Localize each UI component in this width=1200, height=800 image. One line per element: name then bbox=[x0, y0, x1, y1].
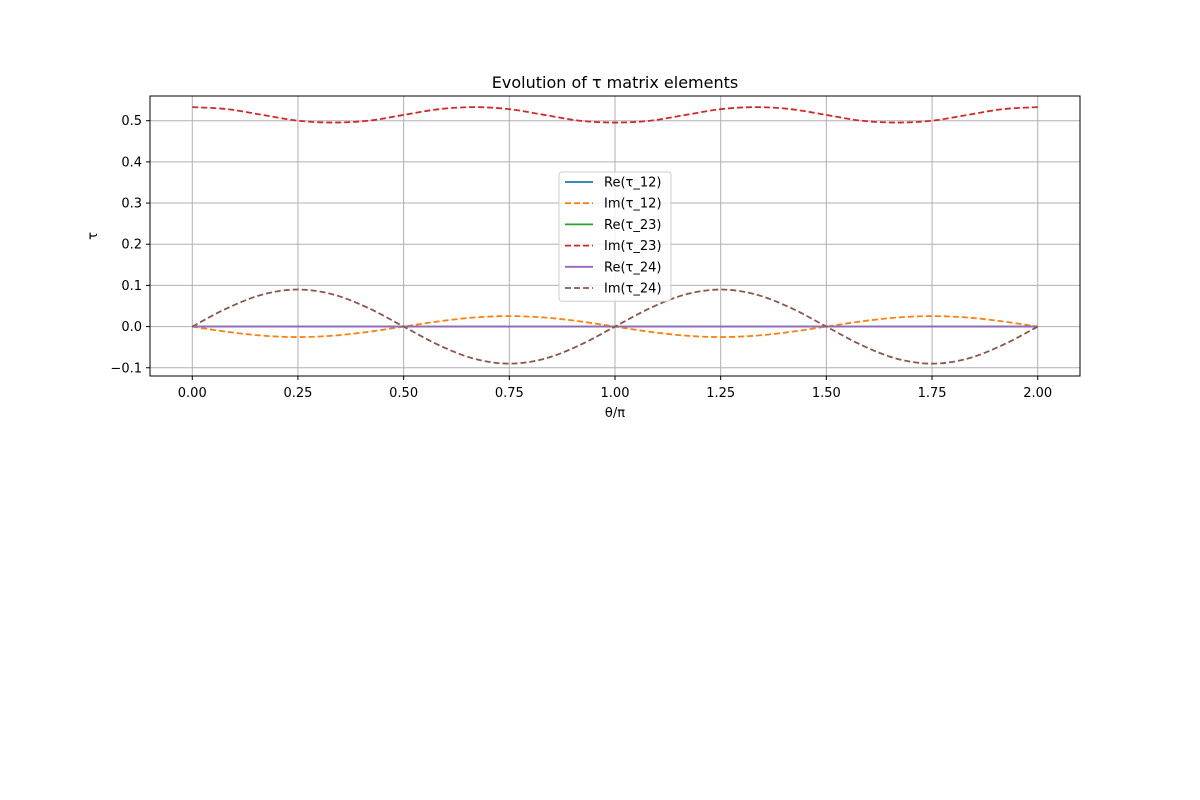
legend-label: Im(τ_12) bbox=[604, 197, 662, 212]
chart-title: Evolution of τ matrix elements bbox=[492, 73, 738, 92]
legend-label: Im(τ_23) bbox=[604, 239, 662, 254]
series-line-5 bbox=[191, 288, 1039, 365]
x-tick-label: 2.00 bbox=[1023, 386, 1052, 401]
series-line-3 bbox=[192, 106, 1038, 124]
legend-label: Re(τ_23) bbox=[604, 218, 661, 233]
y-tick-label: −0.1 bbox=[110, 361, 142, 376]
y-tick-label: 0.2 bbox=[121, 238, 142, 253]
legend-box bbox=[558, 171, 672, 302]
x-axis-label: θ/π bbox=[605, 406, 625, 421]
x-tick-label: 1.75 bbox=[918, 386, 947, 401]
y-tick-label: 0.4 bbox=[121, 155, 142, 170]
legend: Re(τ_12) Im(τ_12) Re(τ_23) Im(τ_23) Re(τ_24)… bbox=[558, 171, 672, 302]
legend-label: Re(τ_24) bbox=[604, 260, 661, 275]
legend-label: Re(τ_12) bbox=[604, 176, 661, 191]
y-axis-label: τ bbox=[86, 232, 101, 240]
y-tick-label: 0.5 bbox=[121, 114, 142, 129]
x-tick-label: 0.75 bbox=[495, 386, 524, 401]
x-tick-label: 0.00 bbox=[178, 386, 207, 401]
y-tick-label: 0.0 bbox=[121, 320, 142, 335]
x-tick-label: 0.50 bbox=[389, 386, 418, 401]
x-tick-label: 1.25 bbox=[706, 386, 735, 401]
y-tick-label: 0.1 bbox=[121, 279, 142, 294]
y-tick-label: 0.3 bbox=[121, 197, 142, 212]
legend-label: Im(τ_24) bbox=[604, 282, 662, 297]
axis-ticks: 0.00 0.25 0.50 0.75 1.00 1.25 1.50 1.75 2.00 −0.1… bbox=[110, 114, 1052, 401]
series-lines bbox=[191, 106, 1039, 365]
x-tick-label: 1.00 bbox=[601, 386, 630, 401]
x-tick-label: 1.50 bbox=[812, 386, 841, 401]
x-tick-label: 0.25 bbox=[283, 386, 312, 401]
